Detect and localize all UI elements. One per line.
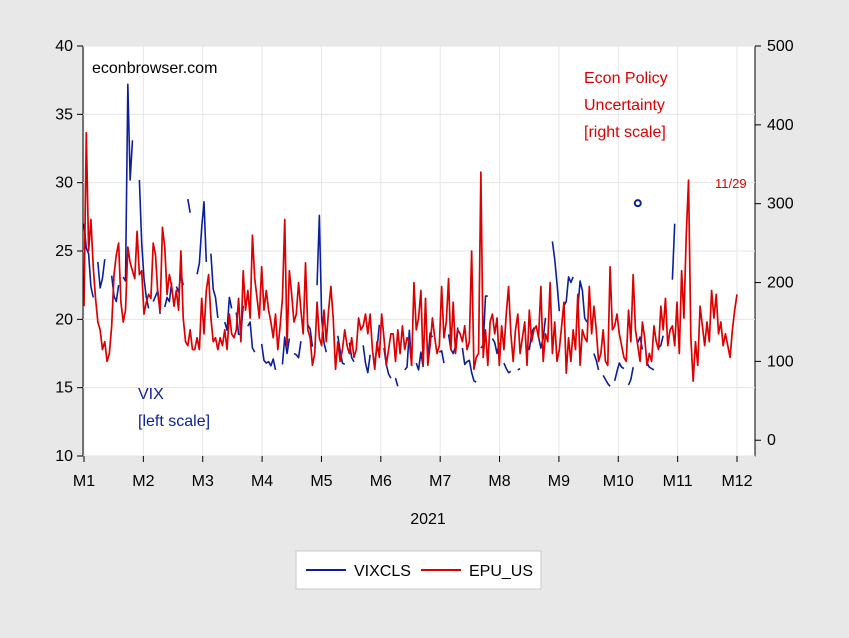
y-right-tick-label: 100: [767, 353, 794, 370]
y-left-tick-label: 25: [55, 243, 73, 260]
series-line-vixcls: [83, 83, 676, 387]
x-tick-label: M11: [663, 473, 693, 490]
y-right-tick-label: 500: [767, 38, 794, 55]
x-tick-label: M3: [192, 473, 214, 490]
x-tick-label: M2: [132, 473, 154, 490]
watermark: econbrowser.com: [92, 60, 217, 77]
epu-label-line2: Uncertainty: [584, 97, 665, 114]
x-tick-label: M1: [73, 473, 95, 490]
x-tick-label: M7: [429, 473, 451, 490]
y-left-tick-label: 35: [55, 106, 73, 123]
epu-label-line1: Econ Policy: [584, 70, 668, 87]
y-right-tick-label: 0: [767, 432, 776, 449]
y-left-tick-label: 15: [55, 380, 73, 397]
vix-label-line2: [left scale]: [138, 413, 210, 430]
vix-marker-point: [633, 199, 642, 208]
y-right-tick-label: 400: [767, 117, 794, 134]
x-axis-label: 2021: [410, 511, 446, 528]
x-tick-label: M12: [721, 473, 752, 490]
epu-label-line3: [right scale]: [584, 124, 666, 141]
y-left-tick-label: 30: [55, 175, 73, 192]
date-label: 11/29: [715, 176, 747, 191]
y-right-tick-label: 300: [767, 196, 794, 213]
y-left-tick-label: 10: [55, 448, 73, 465]
legend: VIXCLS EPU_US: [295, 550, 542, 590]
vix-label-line1: VIX: [138, 386, 164, 403]
x-tick-label: M5: [310, 473, 332, 490]
legend-label-vixcls: VIXCLS: [354, 563, 411, 580]
x-tick-label: M4: [251, 473, 273, 490]
x-tick-label: M10: [603, 473, 634, 490]
legend-label-epu: EPU_US: [469, 563, 533, 580]
x-tick-label: M9: [548, 473, 570, 490]
y-left-tick-label: 20: [55, 311, 73, 328]
y-right-tick-label: 200: [767, 275, 794, 292]
x-tick-label: M8: [488, 473, 510, 490]
y-left-tick-label: 40: [55, 38, 73, 55]
x-tick-label: M6: [370, 473, 392, 490]
series-line-epu-us: [83, 131, 738, 382]
